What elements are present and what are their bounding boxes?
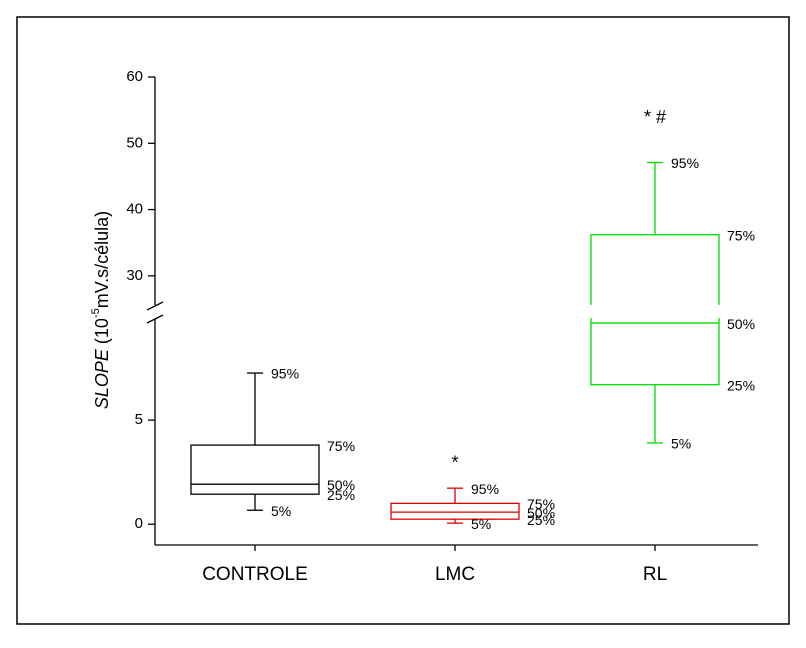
percentile-label: 50% [727,316,755,332]
percentile-label: 95% [271,366,299,382]
x-tick-label: LMC [435,564,475,585]
axis-break [146,301,164,311]
percentile-label: 95% [671,155,699,171]
y-tick-label: 40 [126,201,143,218]
percentile-label: 5% [471,516,491,532]
frame [16,16,790,625]
annotation: * # [644,107,666,127]
y-tick-label: 0 [135,515,143,532]
percentile-label: 25% [727,377,755,393]
percentile-label: 25% [527,512,555,528]
y-tick-label: 60 [126,68,143,85]
x-tick-label: CONTROLE [202,564,308,585]
percentile-label: 95% [471,481,499,497]
y-axis-label: SLOPE (10-5mV.s/célula) [90,211,112,409]
box-break [589,305,721,318]
y-tick-label: 30 [126,267,143,284]
percentile-label: 75% [527,496,555,512]
percentile-label: 25% [327,487,355,503]
box [190,444,320,495]
percentile-label: 75% [327,438,355,454]
percentile-label: 75% [727,227,755,243]
percentile-label: 5% [671,436,691,452]
percentile-label: 5% [271,503,291,519]
percentile-label: 50% [527,505,555,521]
percentile-label: 50% [327,477,355,493]
axis-break [146,314,164,324]
x-tick-label: RL [643,564,667,585]
box [390,502,520,520]
y-tick-label: 50 [126,134,143,151]
annotation: * [451,453,458,473]
y-tick-label: 5 [135,411,143,428]
